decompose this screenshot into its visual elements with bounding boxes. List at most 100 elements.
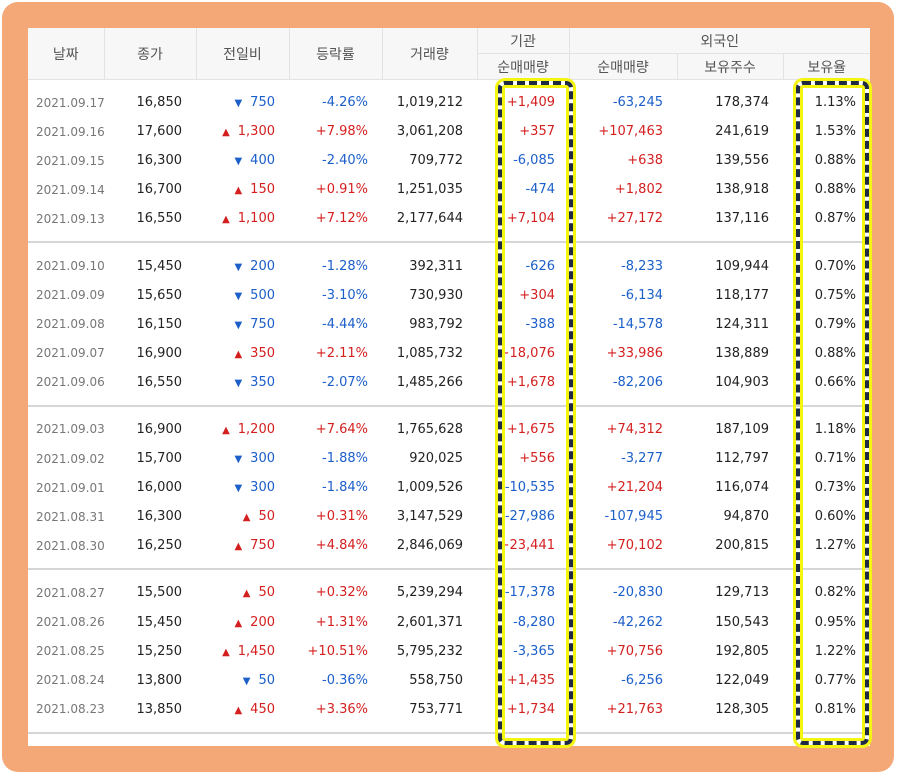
hold-ratio-cell: 0.71% — [814, 451, 856, 467]
inst-net-cell: -3,365 — [513, 643, 555, 659]
change-value: 200 — [250, 258, 275, 274]
volume-cell: 558,750 — [409, 672, 463, 688]
hold-ratio-cell: 0.81% — [814, 701, 856, 717]
holdings-cell: 192,805 — [715, 643, 769, 659]
rate-cell: +2.11% — [315, 345, 368, 361]
change-value: 1,200 — [237, 421, 275, 437]
volume-cell: 753,771 — [409, 701, 463, 717]
up-triangle-icon: ▲ — [222, 424, 230, 436]
volume-cell: 2,846,069 — [396, 538, 463, 554]
hold-ratio-cell: 1.27% — [814, 538, 856, 554]
rate-cell: +4.84% — [315, 538, 368, 554]
volume-cell: 1,009,526 — [396, 480, 463, 496]
header-inst-net: 순매매량 — [476, 53, 569, 80]
group-divider — [28, 233, 870, 244]
foreign-net-cell: -3,277 — [621, 451, 663, 467]
table-row: 2021.09.14 16,700 ▲ 150 +0.91% 1,251,035 -474 +… — [28, 175, 870, 204]
table-body: 2021.09.17 16,850 ▼ 750 -4.26% 1,019,212 +1,40… — [28, 80, 870, 734]
foreign-net-cell: -82,206 — [612, 374, 663, 390]
hold-ratio-cell: 0.88% — [814, 153, 856, 169]
volume-cell: 709,772 — [409, 153, 463, 169]
hold-ratio-cell: 0.60% — [814, 509, 856, 525]
date-cell: 2021.09.08 — [36, 317, 105, 332]
header-hold-ratio: 보유율 — [782, 53, 870, 80]
change-value: 150 — [250, 182, 275, 198]
change-cell: ▲ 50 — [196, 578, 289, 607]
down-triangle-icon: ▼ — [234, 156, 243, 168]
holdings-cell: 128,305 — [715, 701, 769, 717]
table-row: 2021.09.17 16,850 ▼ 750 -4.26% 1,019,212 +1,40… — [28, 88, 870, 117]
hold-ratio-cell: 0.79% — [814, 316, 856, 332]
inst-net-cell: -8,280 — [513, 614, 555, 630]
change-cell: ▲ 1,100 — [196, 204, 289, 233]
close-cell: 15,500 — [136, 585, 183, 601]
change-value: 350 — [250, 345, 275, 361]
change-cell: ▲ 450 — [196, 695, 289, 724]
change-cell: ▲ 150 — [196, 175, 289, 204]
hold-ratio-cell: 0.87% — [814, 211, 856, 227]
header-close: 종가 — [103, 28, 196, 80]
foreign-net-cell: +33,986 — [606, 345, 663, 361]
inst-net-cell: +1,409 — [506, 95, 555, 111]
volume-cell: 1,485,266 — [396, 374, 463, 390]
close-cell: 16,900 — [136, 345, 183, 361]
down-triangle-icon: ▼ — [234, 483, 243, 495]
volume-cell: 5,795,232 — [396, 643, 463, 659]
inst-net-cell: +1,678 — [506, 374, 555, 390]
close-cell: 15,450 — [136, 258, 183, 274]
hold-ratio-cell: 1.13% — [814, 95, 856, 111]
header-foreign: 외국인 — [568, 28, 870, 54]
foreign-net-cell: -6,134 — [621, 287, 663, 303]
inst-net-cell: +1,734 — [506, 701, 555, 717]
rate-cell: +7.12% — [315, 211, 368, 227]
down-triangle-icon: ▼ — [234, 319, 243, 331]
group-divider — [28, 560, 870, 571]
rate-cell: +7.98% — [315, 124, 368, 140]
foreign-net-cell: +70,756 — [606, 643, 663, 659]
change-value: 750 — [250, 316, 275, 332]
rate-cell: -2.40% — [322, 153, 368, 169]
change-value: 350 — [250, 374, 275, 390]
change-cell: ▲ 750 — [196, 531, 289, 560]
close-cell: 16,850 — [136, 95, 183, 111]
volume-cell: 1,765,628 — [396, 421, 463, 437]
table-row: 2021.09.13 16,550 ▲ 1,100 +7.12% 2,177,644 +7,… — [28, 204, 870, 233]
table-row: 2021.09.16 17,600 ▲ 1,300 +7.98% 3,061,208 +35… — [28, 117, 870, 146]
close-cell: 17,600 — [136, 124, 183, 140]
holdings-cell: 200,815 — [715, 538, 769, 554]
close-cell: 13,850 — [136, 701, 183, 717]
change-value: 750 — [250, 95, 275, 111]
down-triangle-icon: ▼ — [234, 377, 243, 389]
date-cell: 2021.09.02 — [36, 451, 105, 466]
table-row: 2021.08.25 15,250 ▲ 1,450 +10.51% 5,795,232 -3… — [28, 637, 870, 666]
change-value: 300 — [250, 480, 275, 496]
foreign-net-cell: -8,233 — [621, 258, 663, 274]
down-triangle-icon: ▼ — [234, 261, 243, 273]
group-divider — [28, 396, 870, 407]
date-cell: 2021.09.09 — [36, 288, 105, 303]
close-cell: 16,250 — [136, 538, 183, 554]
hold-ratio-cell: 1.18% — [814, 421, 856, 437]
foreign-net-cell: +21,763 — [606, 701, 663, 717]
up-triangle-icon: ▲ — [234, 185, 243, 197]
date-cell: 2021.08.27 — [36, 585, 105, 600]
change-cell: ▲ 350 — [196, 339, 289, 368]
close-cell: 16,300 — [136, 509, 183, 525]
close-cell: 15,450 — [136, 614, 183, 630]
close-cell: 16,900 — [136, 421, 183, 437]
table-row: 2021.08.24 13,800 ▼ 50 -0.36% 558,750 +1,435 -6… — [28, 666, 870, 695]
header-change: 전일비 — [195, 28, 289, 80]
up-triangle-icon: ▲ — [222, 214, 230, 226]
holdings-cell: 104,903 — [715, 374, 769, 390]
spacer — [28, 569, 870, 578]
holdings-cell: 138,918 — [715, 182, 769, 198]
rate-cell: +7.64% — [315, 421, 368, 437]
change-value: 50 — [258, 672, 275, 688]
holdings-cell: 129,713 — [715, 585, 769, 601]
date-cell: 2021.09.01 — [36, 480, 105, 495]
close-cell: 16,550 — [136, 374, 183, 390]
inst-net-cell: -27,986 — [504, 509, 555, 525]
date-cell: 2021.08.26 — [36, 615, 105, 630]
change-cell: ▲ 50 — [196, 502, 289, 531]
volume-cell: 5,239,294 — [396, 585, 463, 601]
